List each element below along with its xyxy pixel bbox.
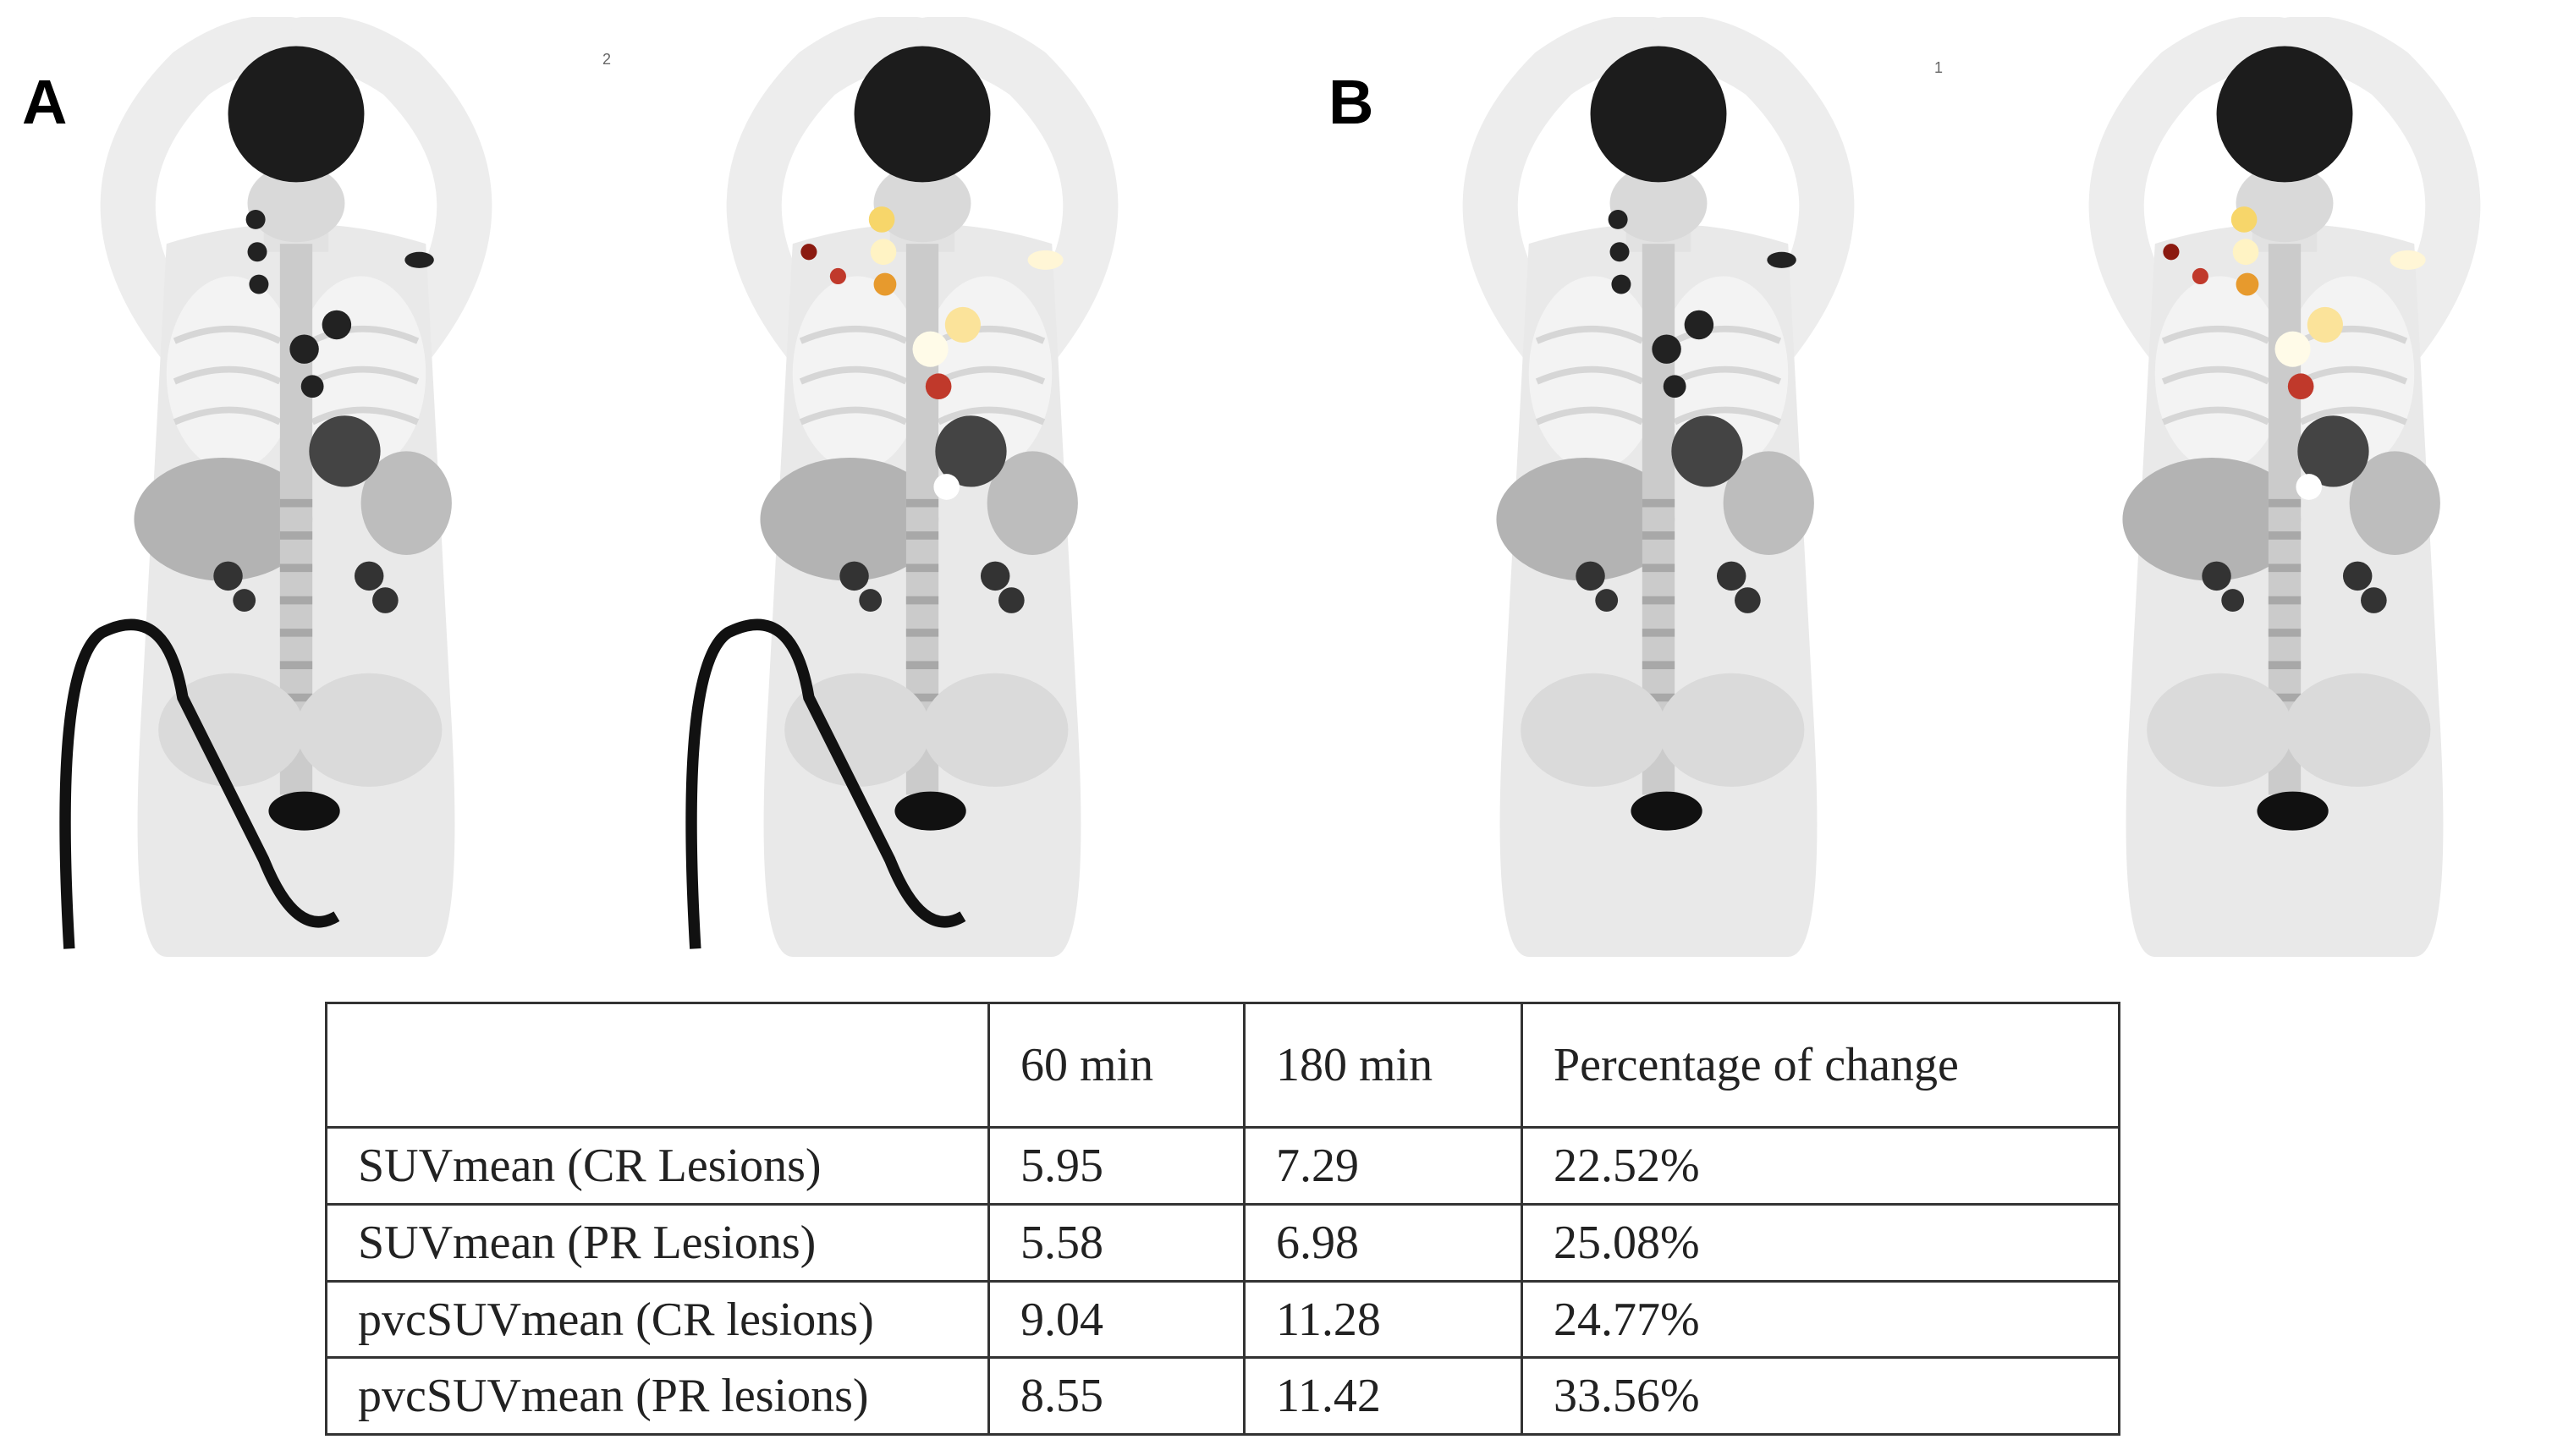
header-cell: 60 min — [987, 1001, 1246, 1129]
table-cell: 22.52% — [1521, 1126, 2120, 1206]
table-body: SUVmean (CR Lesions) 5.95 7.29 22.52% SUVmea… — [325, 1126, 2120, 1436]
table-cell: 6.98 — [1243, 1203, 1523, 1283]
scan-a-left — [65, 43, 465, 957]
row-label: SUVmean (PR Lesions) — [325, 1203, 990, 1283]
panel-label: B — [1328, 67, 1374, 137]
panel-marker: 1 — [1934, 59, 1944, 76]
panel-label: A — [22, 67, 68, 137]
row-label: pvcSUVmean (PR lesions) — [325, 1356, 990, 1436]
table-cell: 11.42 — [1243, 1356, 1523, 1436]
table-row: pvcSUVmean (PR lesions) 8.55 11.42 33.56% — [325, 1356, 2120, 1436]
table-row: SUVmean (PR Lesions) 5.58 6.98 25.08% — [325, 1203, 2120, 1283]
header-cell: Percentage of change — [1521, 1001, 2120, 1129]
table-cell: 7.29 — [1243, 1126, 1523, 1206]
header-cell: 180 min — [1243, 1001, 1523, 1129]
table-cell: 5.58 — [987, 1203, 1246, 1283]
header-cell — [325, 1001, 990, 1129]
table-cell: 24.77% — [1521, 1279, 2120, 1360]
table-cell: 25.08% — [1521, 1203, 2120, 1283]
panel-marker: 2 — [602, 51, 612, 68]
row-label: SUVmean (CR Lesions) — [325, 1126, 990, 1206]
pet-images — [0, 0, 2574, 973]
table-cell: 5.95 — [987, 1126, 1246, 1206]
table-header: 60 min 180 min Percentage of change — [325, 1001, 2120, 1129]
table-cell: 9.04 — [987, 1279, 1246, 1360]
results-table: 60 min 180 min Percentage of change SUVm… — [325, 1001, 2120, 1436]
table-cell: 11.28 — [1243, 1279, 1523, 1360]
scan-b-left — [1490, 43, 1827, 957]
row-label: pvcSUVmean (CR lesions) — [325, 1279, 990, 1360]
table-cell: 33.56% — [1521, 1356, 2120, 1436]
table-row: pvcSUVmean (CR lesions) 9.04 11.28 24.77% — [325, 1279, 2120, 1360]
table-row: SUVmean (CR Lesions) 5.95 7.29 22.52% — [325, 1126, 2120, 1206]
scan-a-right — [691, 43, 1091, 957]
scan-b-right — [2116, 43, 2453, 957]
table-cell: 8.55 — [987, 1356, 1246, 1436]
